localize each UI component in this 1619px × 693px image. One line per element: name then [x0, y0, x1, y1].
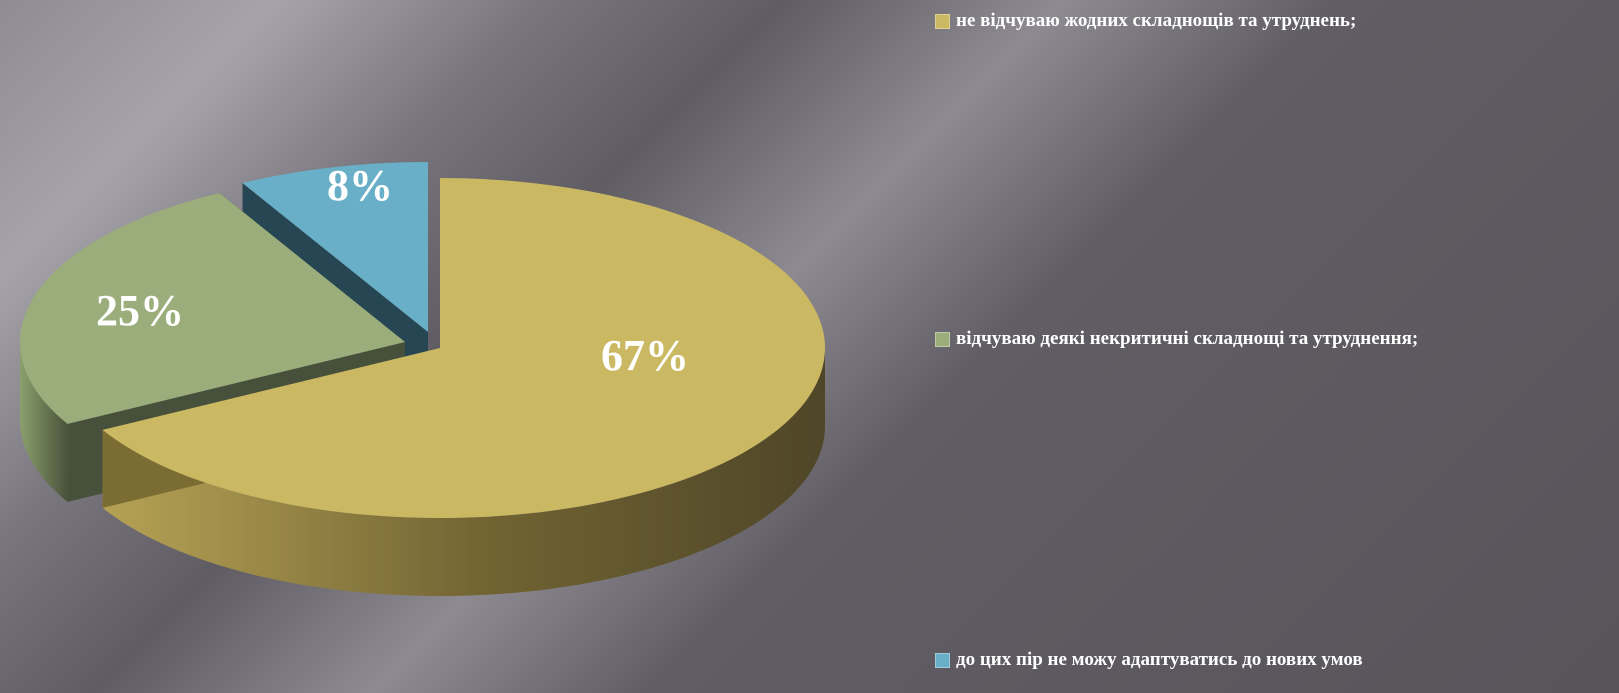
legend-swatch — [935, 652, 950, 668]
legend-label: не відчуваю жодних складнощів та утрудне… — [956, 10, 1357, 31]
slice-side-1 — [20, 342, 68, 502]
legend-item-cannot-adapt: до цих пір не можу адаптуватись до нових… — [935, 649, 1363, 671]
slice-side-0 — [102, 348, 826, 596]
slice-2 — [242, 162, 428, 332]
slice-0 — [102, 178, 826, 518]
slice-1 — [20, 193, 405, 424]
legend-label: до цих пір не можу адаптуватись до нових… — [956, 649, 1363, 670]
pie-chart: 67% 25% 8% — [20, 161, 826, 596]
data-label-1: 25% — [96, 286, 184, 335]
legend-swatch — [935, 331, 950, 347]
legend-item-no-difficulties: не відчуваю жодних складнощів та утрудне… — [935, 10, 1356, 32]
legend-swatch — [935, 13, 950, 29]
data-label-0: 67% — [601, 331, 689, 380]
data-label-2: 8% — [327, 161, 393, 210]
legend-item-some-difficulties: відчуваю деякі некритичні складнощі та у… — [935, 328, 1418, 350]
legend-label: відчуваю деякі некритичні складнощі та у… — [956, 328, 1419, 349]
